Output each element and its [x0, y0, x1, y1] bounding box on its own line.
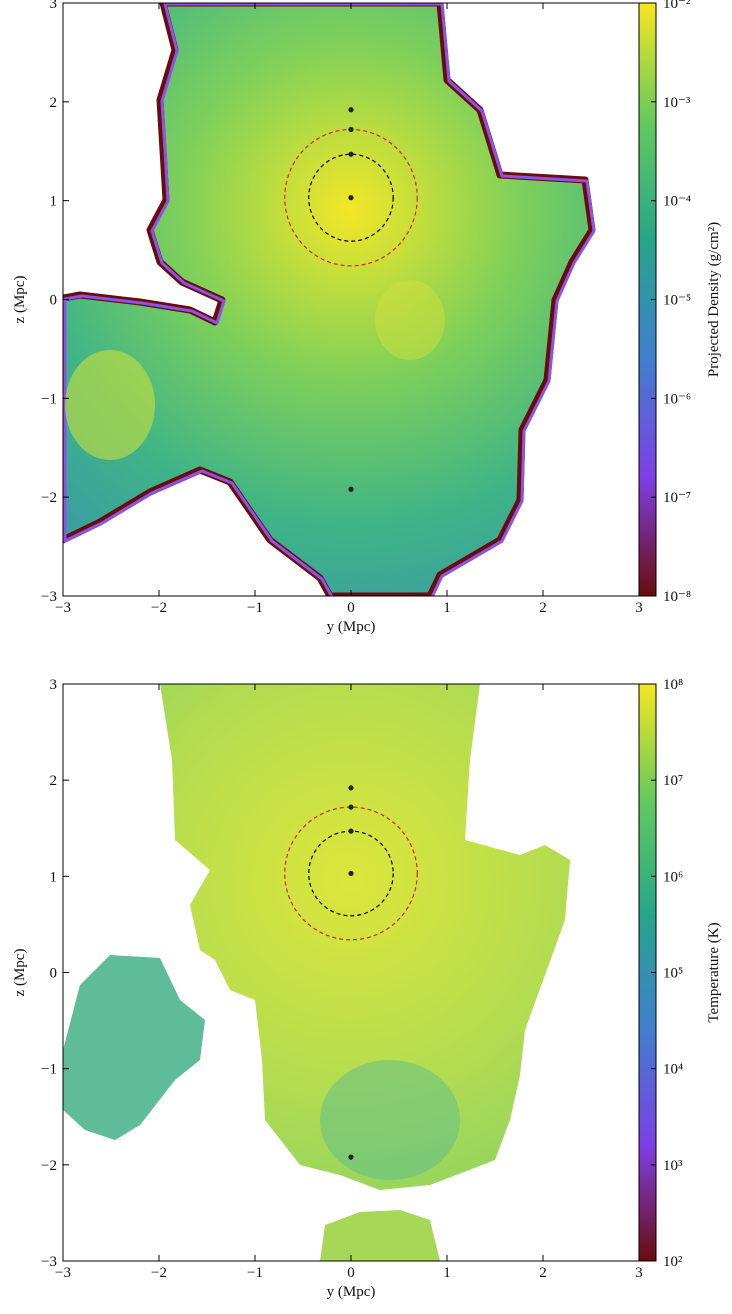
x-tick-label: −3: [55, 600, 71, 616]
colorbar-tick-label: 10⁻⁶: [663, 391, 691, 407]
x-axis-label: y (Mpc): [327, 1284, 376, 1300]
x-tick-label: −1: [247, 600, 263, 616]
x-tick-label: 3: [635, 600, 643, 616]
y-axis-label: z (Mpc): [12, 276, 28, 324]
x-tick-label: 1: [443, 1265, 451, 1281]
y-tick-label: 1: [50, 194, 58, 210]
marker-point: [348, 870, 354, 877]
colorbar-tick-label: 10²: [663, 1254, 683, 1270]
colorbar-tick-label: 10⁻³: [663, 95, 691, 111]
y-tick-label: 2: [50, 773, 58, 789]
y-tick-label: 0: [50, 966, 58, 982]
y-tick-label: −1: [41, 1062, 57, 1078]
colorbar-tick-label: 10⁻²: [663, 0, 691, 12]
colorbar-tick-label: 10⁵: [663, 966, 683, 982]
colorbar-tick-label: 10⁻⁵: [663, 293, 691, 309]
y-tick-label: 3: [50, 0, 58, 12]
y-tick-label: −2: [41, 490, 57, 506]
colorbar-tick-label: 10⁻⁷: [663, 490, 691, 506]
colorbar-tick-label: 10⁷: [663, 773, 683, 789]
x-tick-label: 0: [347, 1265, 355, 1281]
y-tick-label: −3: [41, 1254, 57, 1270]
x-tick-label: −2: [151, 600, 167, 616]
y-tick-label: 2: [50, 95, 58, 111]
x-tick-label: −2: [151, 1265, 167, 1281]
marker-point: [348, 1154, 354, 1160]
x-tick-label: −3: [55, 1265, 71, 1281]
y-tick-label: −3: [41, 589, 57, 605]
x-tick-label: 2: [539, 1265, 547, 1281]
density-map: [63, 3, 596, 596]
marker-point: [348, 151, 354, 157]
y-tick-label: 3: [50, 677, 58, 693]
colorbar-tick-label: 10³: [663, 1158, 683, 1174]
colorbar-tick-label: 10⁻⁸: [663, 589, 691, 605]
x-tick-label: 3: [635, 1265, 643, 1281]
x-tick-label: −1: [247, 1265, 263, 1281]
colorbar-tick-label: 10⁴: [663, 1062, 683, 1078]
x-tick-label: 1: [443, 600, 451, 616]
temperature-map: [63, 684, 570, 1261]
colorbar-tick-label: 10⁶: [663, 869, 683, 885]
y-axis-label: z (Mpc): [12, 949, 28, 997]
y-tick-label: −1: [41, 391, 57, 407]
marker-point: [348, 828, 354, 834]
y-tick-label: −2: [41, 1158, 57, 1174]
colorbar-label: Projected Density (g/cm²): [706, 222, 722, 377]
marker-point: [348, 804, 354, 810]
y-tick-label: 0: [50, 293, 58, 309]
marker-point: [348, 486, 354, 492]
marker-point: [348, 107, 354, 113]
colorbar-tick-label: 10⁻⁴: [663, 194, 691, 210]
colorbar-tick-label: 10⁸: [663, 677, 683, 693]
x-axis-label: y (Mpc): [327, 619, 376, 635]
marker-point: [348, 785, 354, 791]
marker-point: [348, 195, 354, 201]
x-tick-label: 0: [347, 600, 355, 616]
marker-point: [348, 126, 354, 133]
radius-circle: [308, 153, 394, 242]
colorbar-label: Temperature (K): [706, 922, 722, 1022]
x-tick-label: 2: [539, 600, 547, 616]
y-tick-label: 1: [50, 869, 58, 885]
